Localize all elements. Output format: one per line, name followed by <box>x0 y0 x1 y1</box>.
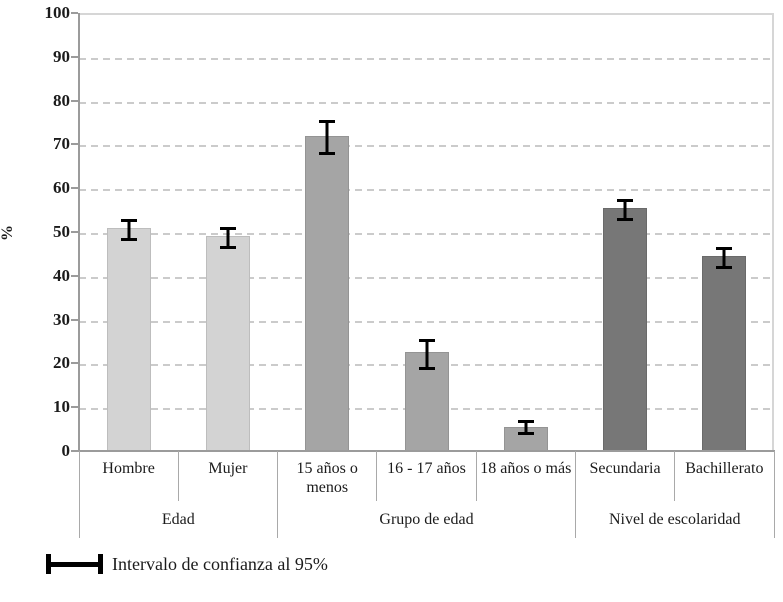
axis-separator <box>674 451 676 501</box>
axis-separator <box>475 451 477 501</box>
y-axis-tick <box>71 362 78 365</box>
error-bar-Bachillerato <box>716 247 733 270</box>
y-tick-label: 30 <box>53 309 70 329</box>
y-tick-label: 0 <box>61 441 71 460</box>
error-bar-Mujer <box>219 227 236 250</box>
category-label-Secundaria: Secundaria <box>589 460 661 477</box>
y-tick-label: 100 <box>44 3 71 22</box>
bar-Hombre <box>106 227 151 451</box>
bar-Mujer <box>205 236 250 451</box>
error-bar-Secundaria <box>617 198 634 221</box>
y-axis-tick <box>71 187 78 190</box>
axis-separator <box>574 451 576 538</box>
y-tick-label: 70 <box>53 134 70 154</box>
category-label-Mujer: Mujer <box>208 460 248 477</box>
group-label-Edad: Edad <box>161 510 195 528</box>
gridline <box>79 276 772 279</box>
error-bar-icon <box>46 553 103 575</box>
axis-separator <box>376 451 378 501</box>
axis-separator <box>277 451 279 538</box>
y-tick-label: 20 <box>53 353 70 373</box>
axis-separator <box>78 451 80 538</box>
category-label-Hombre: Hombre <box>102 460 155 477</box>
bar-15 años o menos <box>305 135 350 451</box>
y-axis-tick <box>71 12 78 14</box>
legend: Intervalo de confianza al 95% <box>46 553 328 575</box>
bar-Secundaria <box>603 207 648 451</box>
gridline <box>79 189 772 192</box>
y-tick-label: 50 <box>53 222 70 241</box>
group-label-Nivel de escolaridad: Nivel de escolaridad <box>608 510 741 528</box>
y-axis-tick <box>71 406 78 409</box>
bar-16 - 17 años <box>404 352 449 451</box>
y-tick-label: 40 <box>53 265 70 285</box>
axis-separator <box>773 451 775 538</box>
category-label-16 - 17 años: 16 - 17 años <box>387 460 466 477</box>
category-label-18 años o más: 18 años o más <box>480 460 572 477</box>
plot-area <box>79 13 774 451</box>
y-axis-tick <box>71 450 78 452</box>
gridline <box>79 233 772 235</box>
y-axis-tick <box>71 99 78 102</box>
y-axis-tick <box>71 274 78 277</box>
gridline <box>79 320 772 323</box>
category-label-15 años o menos: 15 años o menos <box>296 460 358 496</box>
error-bar-Hombre <box>120 218 137 241</box>
category-label-Bachillerato: Bachillerato <box>685 460 764 477</box>
y-axis-title: % <box>0 225 16 241</box>
group-label-Grupo de edad: Grupo de edad <box>379 510 474 528</box>
gridline <box>79 101 772 104</box>
y-tick-label: 10 <box>53 397 70 417</box>
error-bar-18 años o más <box>517 420 534 436</box>
error-bar-15 años o menos <box>319 120 336 156</box>
y-tick-label: 80 <box>53 90 70 110</box>
y-axis-tick <box>71 318 78 321</box>
y-axis-tick <box>71 55 78 58</box>
gridline <box>79 57 772 60</box>
y-axis-tick <box>71 143 78 146</box>
gridline <box>79 145 772 148</box>
legend-label: Intervalo de confianza al 95% <box>112 554 328 574</box>
category-axis: Hombre Mujer 15 años o menos 16 - 17 años 18… <box>78 451 775 538</box>
y-axis-tick <box>71 231 78 233</box>
y-tick-label: 90 <box>53 46 70 66</box>
x-axis-line <box>78 450 775 452</box>
axis-separator <box>177 451 179 501</box>
y-tick-label: 60 <box>53 178 70 198</box>
y-axis-line <box>78 13 80 451</box>
error-bar-16 - 17 años <box>418 339 435 370</box>
bar-Bachillerato <box>702 256 747 451</box>
